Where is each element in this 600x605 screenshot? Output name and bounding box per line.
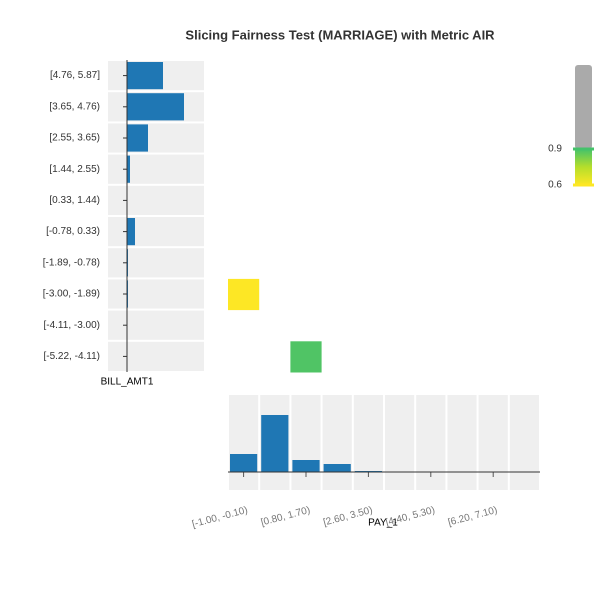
y-tick-label: [-5.22, -4.11) — [43, 351, 100, 362]
panel-row — [108, 311, 204, 340]
y-tick-label: [-4.11, -3.00) — [43, 320, 100, 331]
panel-row — [108, 342, 204, 371]
bar — [324, 464, 351, 472]
x-tick-label: [6.20, 7.10) — [447, 505, 499, 529]
y-tick-label: [-3.00, -1.89) — [43, 289, 100, 300]
panel-row — [108, 248, 204, 277]
bar — [230, 454, 257, 472]
panel-col — [510, 395, 539, 490]
colorbar-label: 0.6 — [548, 180, 562, 191]
bar — [292, 460, 319, 472]
colorbar-label: 0.9 — [548, 144, 562, 155]
panel-col — [385, 395, 414, 490]
panel-col — [447, 395, 476, 490]
y-tick-label: [1.44, 2.55) — [49, 164, 100, 175]
bar — [127, 124, 148, 151]
panel-row — [108, 186, 204, 215]
y-tick-label: [4.76, 5.87] — [50, 70, 100, 81]
x-tick-label: [0.80, 1.70) — [260, 505, 312, 529]
bar — [127, 62, 163, 89]
y-tick-label: [2.55, 3.65) — [49, 133, 100, 144]
bar — [261, 415, 288, 472]
heatmap-cell — [290, 341, 321, 372]
panel-row — [108, 155, 204, 184]
x-tick-label: [-1.00, -0.10) — [191, 505, 249, 530]
heatmap-cell — [228, 279, 259, 310]
chart-title: Slicing Fairness Test (MARRIAGE) with Me… — [185, 27, 495, 42]
y-tick-label: [0.33, 1.44) — [49, 195, 100, 206]
x-tick-label: [2.60, 3.50) — [322, 505, 374, 529]
y-tick-label: [3.65, 4.76) — [49, 101, 100, 112]
colorbar-above — [575, 65, 592, 149]
bar — [127, 93, 184, 120]
bar — [127, 218, 135, 245]
panel-row — [108, 123, 204, 152]
y-tick-label: [-1.89, -0.78) — [43, 257, 100, 268]
y-axis-label: BILL_AMT1 — [101, 377, 154, 388]
colorbar-scale — [575, 149, 592, 185]
panel-row — [108, 217, 204, 246]
panel-row — [108, 279, 204, 308]
panel-col — [323, 395, 352, 490]
y-tick-label: [-0.78, 0.33) — [46, 226, 100, 237]
x-axis-label: PAY_1 — [368, 518, 398, 529]
